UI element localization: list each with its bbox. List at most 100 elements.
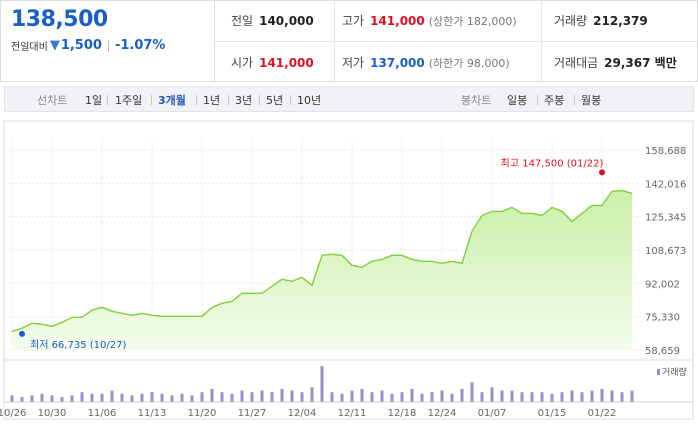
y-tick-label: 142,016	[645, 179, 686, 190]
volume-bar	[530, 392, 534, 402]
volume-bar	[230, 393, 234, 402]
volume-bar	[540, 392, 544, 402]
volume-bar	[370, 392, 374, 402]
period-toolbar: 선차트 1일 1주일 3개월 1년 3년 5년 10년 봉차트 일봉 주봉 월봉	[4, 86, 694, 112]
volume-bar	[300, 392, 304, 402]
lower-limit: (하한가 98,000)	[428, 57, 510, 70]
volume-bar	[360, 388, 364, 402]
period-divider	[290, 95, 291, 105]
volume-bar	[400, 392, 404, 402]
amount-cell: 거래대금 29,367 백만	[554, 54, 677, 71]
x-tick-label: 12/24	[428, 408, 457, 419]
quote-col-divider	[541, 1, 542, 81]
change-divider	[107, 39, 109, 52]
volume-bar	[260, 390, 264, 402]
current-price-box: 138,500 전일대비 ▼ 1,500 -1.07%	[1, 1, 215, 81]
volume-bar	[410, 388, 414, 402]
quote-row-divider	[215, 41, 697, 42]
period-divider	[574, 95, 575, 105]
period-5y[interactable]: 5년	[266, 94, 284, 107]
price-chart: 158,688 142,016 125,345 108,673 92,002 75,330…	[0, 120, 694, 420]
period-divider	[151, 95, 152, 105]
period-divider	[259, 95, 260, 105]
volume-bar	[440, 390, 444, 402]
y-tick-label: 75,330	[645, 313, 680, 324]
x-axis-labels: 10/26 10/30 11/06 11/13 11/20 11/27 12/04 12/11…	[0, 408, 616, 419]
volume-bar	[90, 393, 94, 402]
change-percent: -1.07%	[114, 38, 166, 53]
volume-value: 212,379	[593, 14, 648, 28]
volume-bar	[620, 392, 624, 402]
period-divider	[537, 95, 538, 105]
volume-bar	[480, 392, 484, 402]
y-tick-label: 58,659	[645, 346, 680, 357]
period-1y[interactable]: 1년	[203, 94, 221, 107]
volume-bar	[380, 390, 384, 402]
line-chart-label: 선차트	[37, 94, 68, 107]
candle-weekly[interactable]: 주봉	[544, 94, 565, 107]
current-price: 138,500	[11, 7, 108, 32]
volume-bar	[560, 392, 564, 402]
y-tick-label: 92,002	[645, 279, 680, 290]
volume-bar	[510, 390, 514, 402]
amount-value: 29,367 백만	[604, 56, 677, 70]
high-label: 고가	[342, 14, 365, 28]
max-label: 최고 147,500 (01/22)	[501, 157, 604, 169]
candle-monthly[interactable]: 월봉	[581, 94, 602, 107]
volume-label: 거래량	[554, 14, 588, 28]
change-label: 전일대비	[11, 42, 48, 53]
low-cell: 저가 137,000 (하한가 98,000)	[342, 54, 510, 71]
volume-bar	[130, 395, 134, 402]
volume-bar	[330, 392, 334, 402]
open-value: 141,000	[259, 56, 314, 70]
volume-legend-swatch	[657, 369, 660, 375]
period-1w[interactable]: 1주일	[115, 94, 143, 107]
volume-bar	[390, 393, 394, 402]
x-tick-label: 11/27	[238, 408, 267, 419]
change-row: 전일대비 ▼ 1,500 -1.07%	[11, 38, 214, 53]
volume-bar	[60, 397, 64, 402]
period-3y[interactable]: 3년	[235, 94, 253, 107]
volume-bar	[100, 393, 104, 402]
x-tick-label: 01/07	[478, 408, 507, 419]
open-cell: 시가 141,000	[231, 54, 314, 71]
x-tick-label: 11/06	[88, 408, 117, 419]
chart-frame	[3, 120, 694, 420]
volume-bar	[150, 392, 154, 402]
volume-bar	[520, 392, 524, 402]
volume-bar	[220, 392, 224, 402]
volume-bar	[340, 393, 344, 402]
x-tick-label: 11/20	[188, 408, 217, 419]
prev-close-value: 140,000	[259, 14, 314, 28]
volume-bar	[160, 393, 164, 402]
candle-daily[interactable]: 일봉	[507, 94, 528, 107]
period-3m[interactable]: 3개월	[158, 94, 186, 107]
price-line	[11, 189, 633, 332]
quote-col-divider	[334, 1, 335, 81]
y-axis-labels: 158,688 142,016 125,345 108,673 92,002 75,330…	[645, 146, 686, 357]
volume-bar	[240, 390, 244, 402]
volume-bar	[490, 387, 494, 402]
volume-bar	[20, 397, 24, 402]
low-value: 137,000	[370, 56, 425, 70]
volume-bar	[500, 390, 504, 402]
period-divider	[228, 95, 229, 105]
volume-bar	[570, 390, 574, 402]
period-10y[interactable]: 10년	[297, 94, 322, 107]
volume-bars	[4, 366, 693, 403]
volume-bar	[30, 395, 34, 402]
upper-limit: (상한가 182,000)	[428, 15, 517, 28]
prev-close-label: 전일	[231, 14, 254, 28]
volume-bar	[10, 395, 14, 402]
volume-bar	[550, 393, 554, 402]
volume-bar	[140, 393, 144, 402]
volume-bar	[70, 395, 74, 402]
volume-bar	[610, 390, 614, 402]
x-tick-label: 12/11	[338, 408, 367, 419]
period-1d[interactable]: 1일	[85, 94, 103, 107]
x-tick-label: 10/26	[0, 408, 26, 419]
volume-cell: 거래량 212,379	[554, 12, 648, 29]
y-tick-label: 108,673	[645, 246, 686, 257]
period-divider	[196, 95, 197, 105]
volume-bar	[310, 387, 314, 402]
